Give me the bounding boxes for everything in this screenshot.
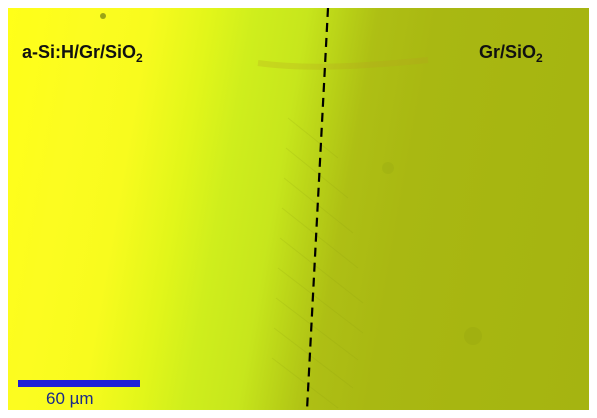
surface-particle bbox=[464, 327, 482, 345]
right-label-subscript: 2 bbox=[536, 51, 543, 65]
left-label-subscript: 2 bbox=[136, 51, 143, 65]
surface-particle bbox=[382, 162, 394, 174]
surface-particle bbox=[100, 13, 106, 19]
micrograph: a-Si:H/Gr/SiO2 Gr/SiO2 60 µm bbox=[8, 8, 589, 410]
texture-overlay bbox=[100, 8, 482, 410]
scale-bar-label: 60 µm bbox=[46, 389, 94, 408]
right-region-label: Gr/SiO2 bbox=[479, 42, 543, 65]
right-label-text: Gr/SiO bbox=[479, 42, 537, 62]
left-region-label: a-Si:H/Gr/SiO2 bbox=[22, 42, 143, 65]
scale-bar bbox=[18, 380, 140, 387]
surface-feature bbox=[257, 57, 429, 70]
left-label-text: a-Si:H/Gr/SiO bbox=[22, 42, 137, 62]
streak-group bbox=[271, 117, 364, 409]
boundary-dashed-line bbox=[305, 8, 330, 410]
